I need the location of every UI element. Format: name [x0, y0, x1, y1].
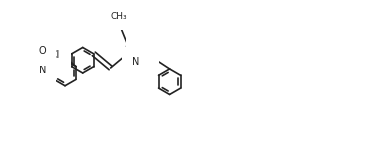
Text: N: N — [132, 57, 139, 67]
Text: N: N — [142, 47, 149, 57]
Text: N: N — [39, 65, 47, 75]
Text: CH₃: CH₃ — [110, 12, 127, 21]
Text: Cl: Cl — [50, 50, 60, 60]
Text: N: N — [136, 37, 144, 47]
Text: O: O — [38, 46, 46, 56]
